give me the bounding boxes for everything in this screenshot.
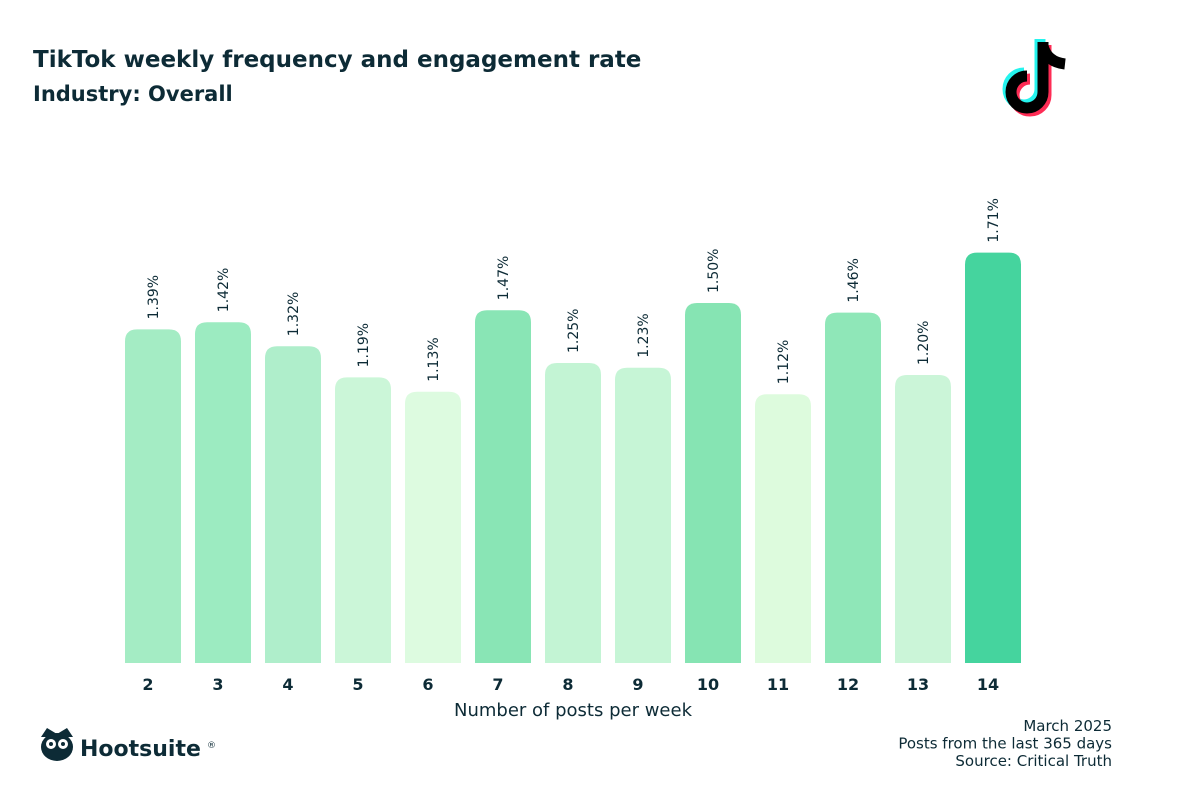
x-tick-label: 6 (422, 675, 433, 694)
x-tick-label: 7 (492, 675, 503, 694)
value-label: 1.19% (356, 323, 372, 367)
x-tick-label: 10 (697, 675, 719, 694)
footnote: Posts from the last 365 days (898, 735, 1112, 753)
bar (335, 377, 391, 663)
hootsuite-logo: Hootsuite ® (41, 728, 216, 762)
bar (965, 252, 1021, 663)
value-label: 1.20% (916, 321, 932, 365)
x-tick-label: 5 (352, 675, 363, 694)
bar (825, 312, 881, 663)
tiktok-logo (1002, 39, 1066, 117)
bar (265, 346, 321, 663)
value-label: 1.32% (286, 292, 302, 336)
x-tick-label: 2 (142, 675, 153, 694)
chart-subtitle: Industry: Overall (33, 82, 233, 106)
value-label: 1.50% (706, 249, 722, 293)
bar (615, 367, 671, 663)
bar (545, 363, 601, 663)
value-label: 1.25% (566, 309, 582, 353)
bar (125, 329, 181, 663)
x-tick-label: 14 (977, 675, 999, 694)
x-tick-label: 4 (282, 675, 293, 694)
value-label: 1.46% (846, 258, 862, 302)
bar (405, 391, 461, 663)
value-label: 1.42% (216, 268, 232, 312)
value-label: 1.47% (496, 256, 512, 300)
footnote: Source: Critical Truth (955, 752, 1112, 770)
value-label: 1.39% (146, 275, 162, 319)
x-tick-label: 12 (837, 675, 859, 694)
footnote: March 2025 (1023, 717, 1112, 735)
x-tick-label: 8 (562, 675, 573, 694)
brand-mark: ® (207, 741, 216, 751)
x-tick-label: 9 (632, 675, 643, 694)
value-label: 1.13% (426, 337, 442, 381)
x-axis-label: Number of posts per week (454, 700, 693, 721)
value-label: 1.71% (986, 198, 1002, 242)
value-label: 1.12% (776, 340, 792, 384)
value-label: 1.23% (636, 313, 652, 357)
x-tick-label: 13 (907, 675, 929, 694)
bar (195, 322, 251, 663)
bar (475, 310, 531, 663)
bar (755, 394, 811, 663)
chart-title: TikTok weekly frequency and engagement r… (33, 47, 641, 73)
x-tick-label: 3 (212, 675, 223, 694)
bar (895, 375, 951, 663)
x-tick-label: 11 (767, 675, 789, 694)
bar (685, 303, 741, 663)
brand-name: Hootsuite (80, 737, 201, 762)
